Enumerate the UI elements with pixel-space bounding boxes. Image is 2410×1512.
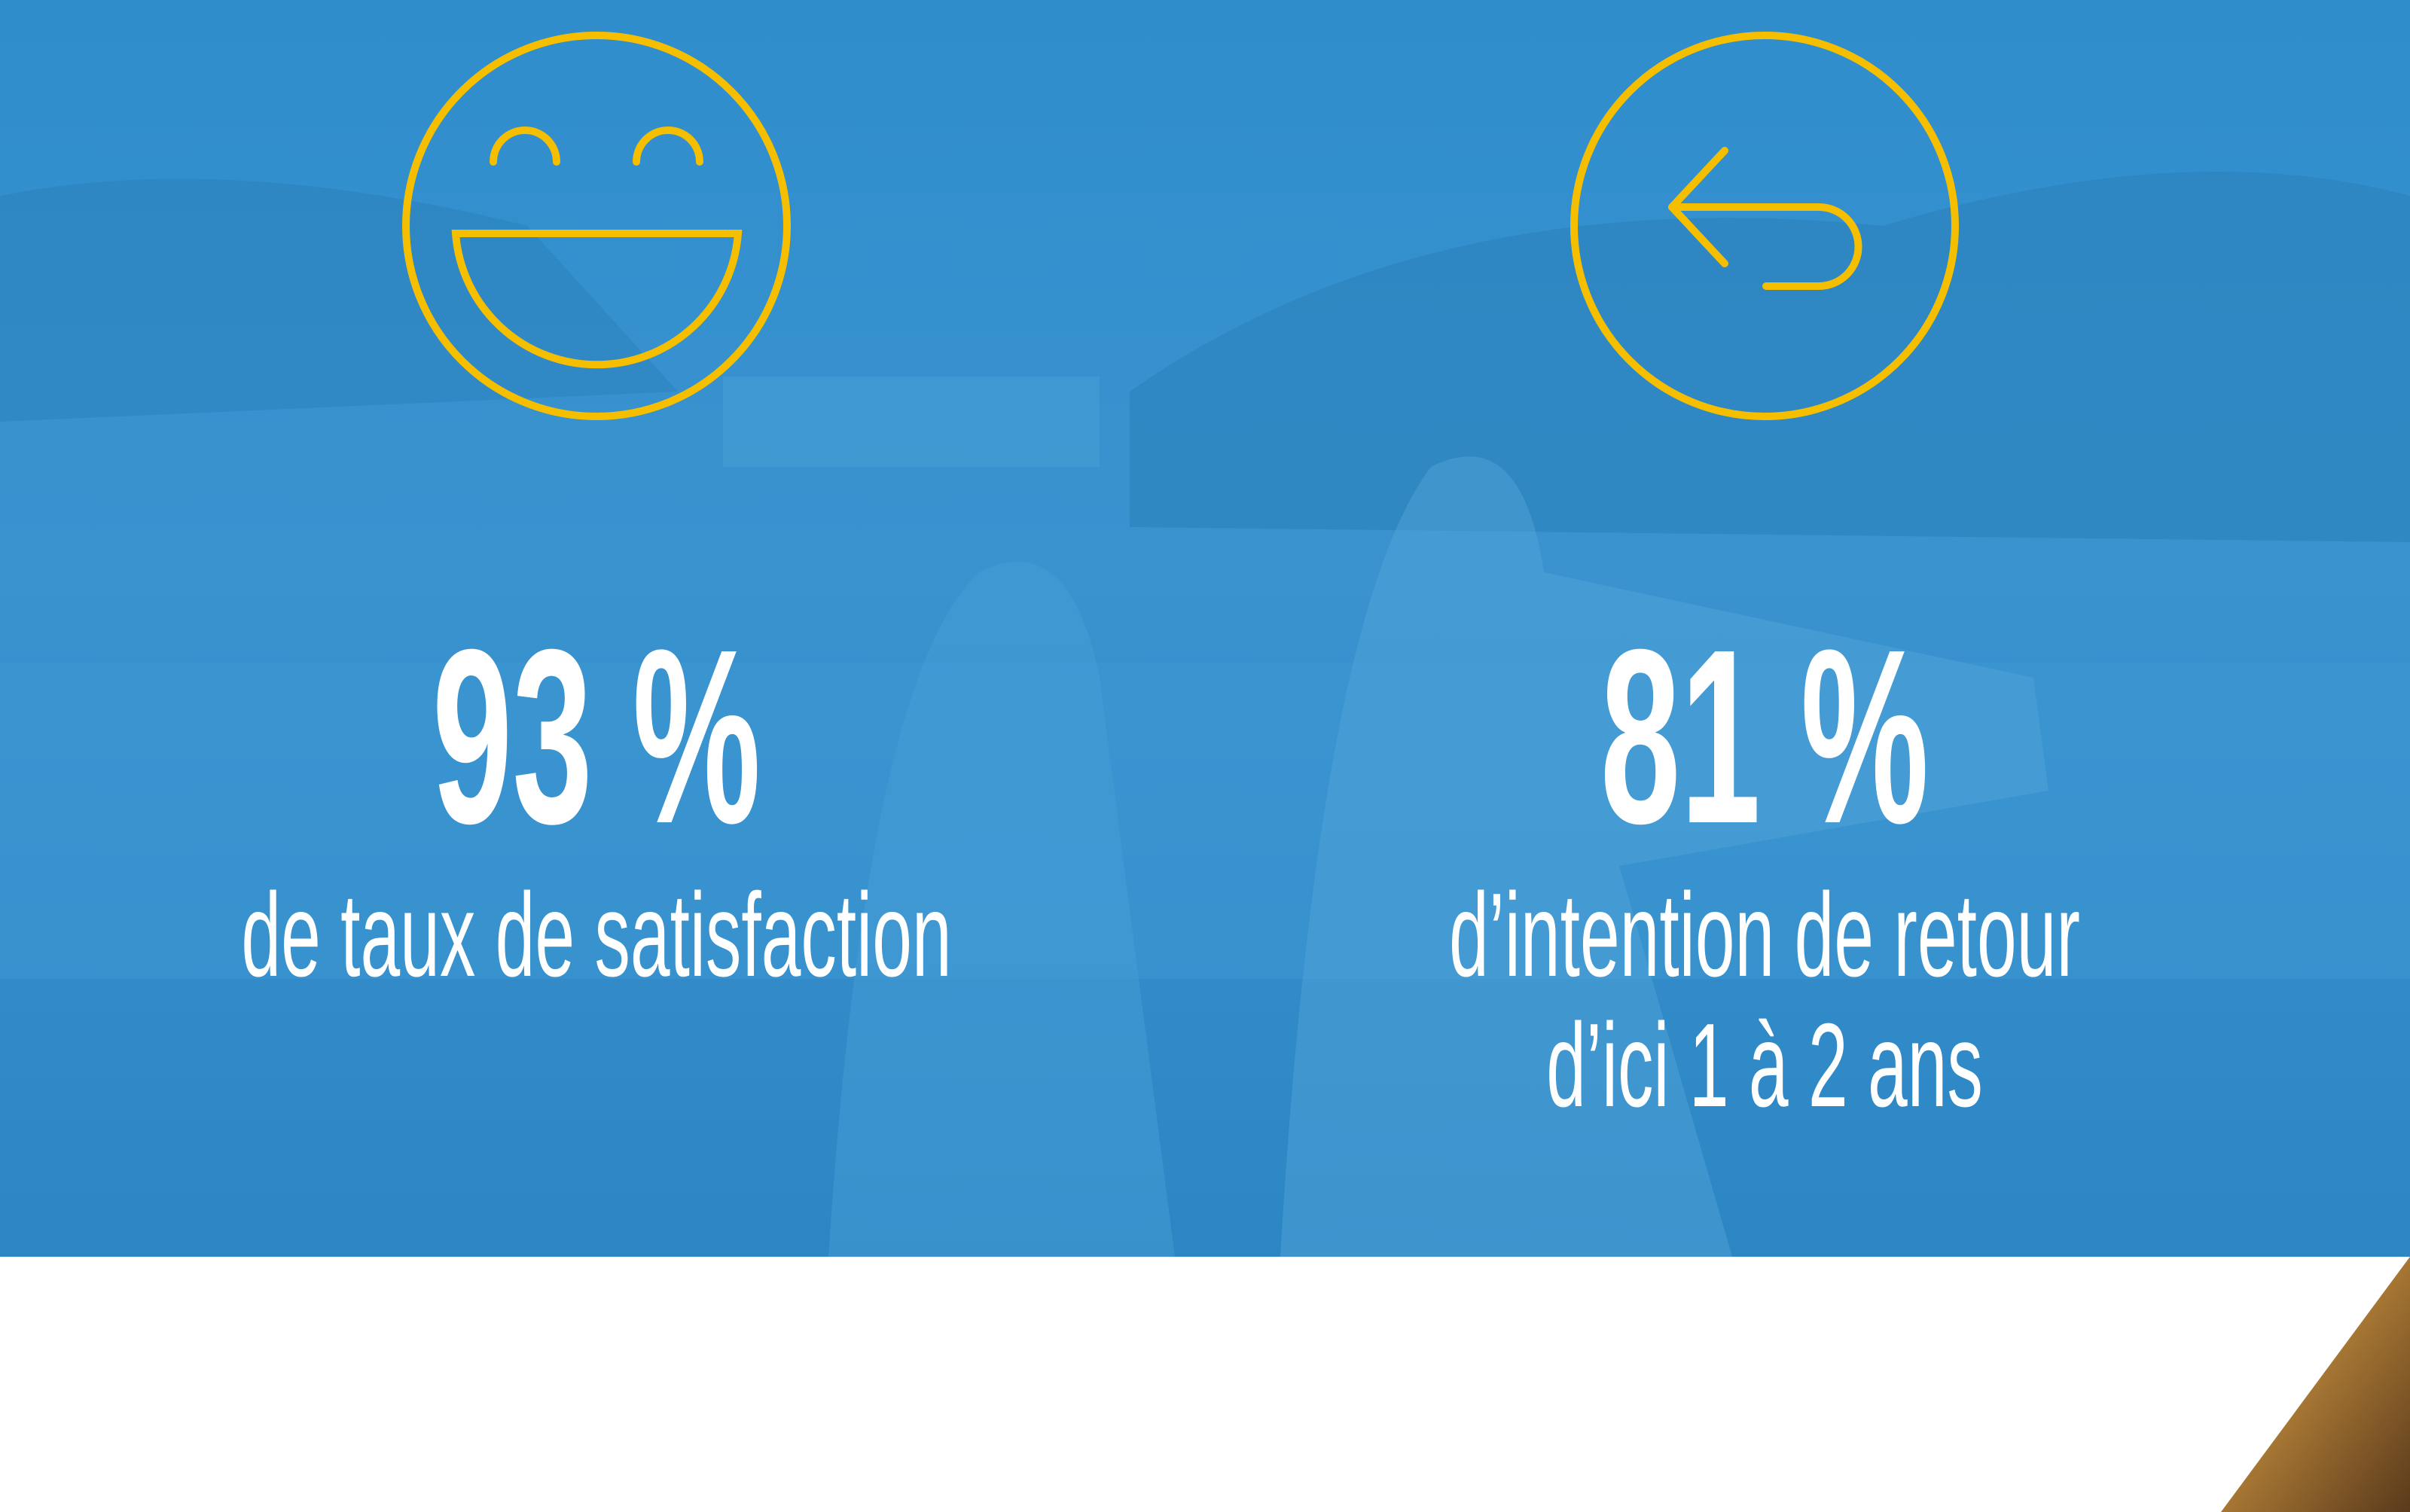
person-right <box>1280 456 2048 1257</box>
stat-value: 93 % <box>432 599 761 876</box>
stat-label: de taux de satisfaction <box>241 868 951 1001</box>
palace <box>723 376 1100 467</box>
stat-label: d’intention de retour <box>1449 868 2080 1001</box>
person-left <box>828 562 1175 1257</box>
smiley-icon <box>402 32 791 420</box>
return-icon <box>1570 32 1959 420</box>
corner-photo <box>2221 1257 2410 1512</box>
stat-label: d’ici 1 à 2 ans <box>1546 998 1983 1132</box>
stat-value: 81 % <box>1600 599 1929 876</box>
trees-left <box>0 178 678 422</box>
trees-right <box>1130 172 2410 542</box>
water <box>0 663 2410 979</box>
